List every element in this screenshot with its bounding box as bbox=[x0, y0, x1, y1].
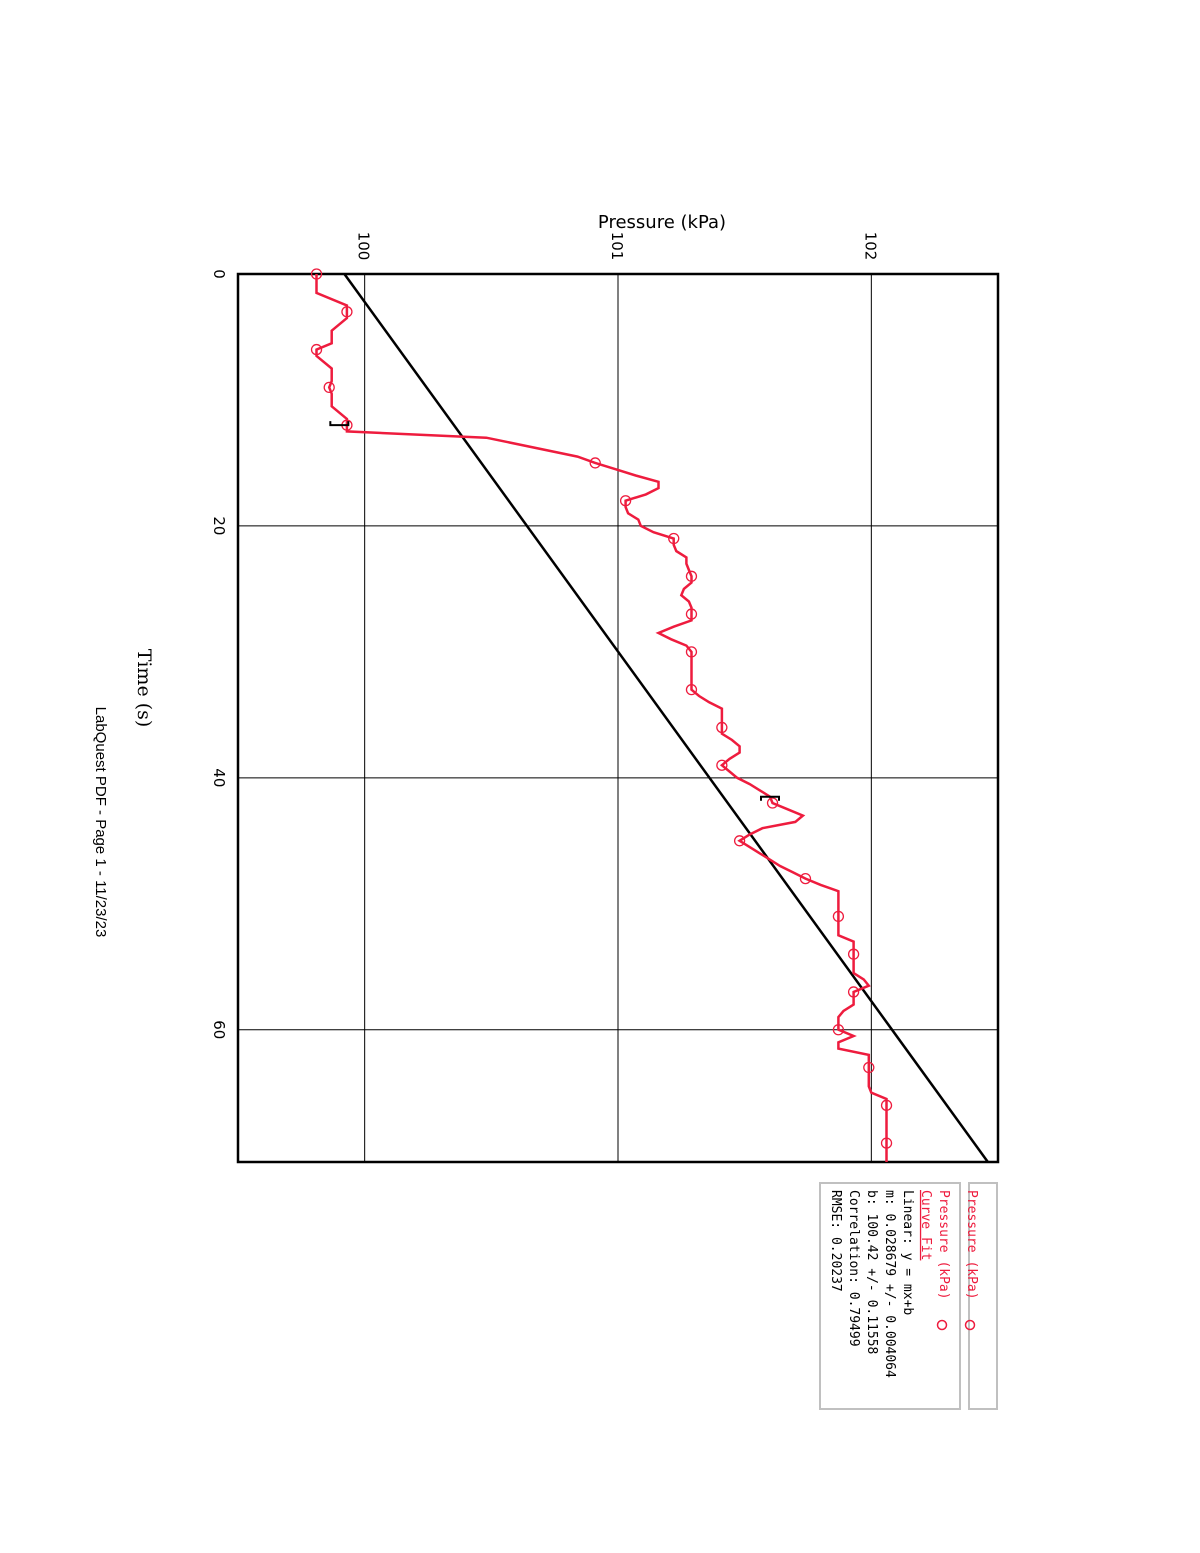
data-point-marker bbox=[733, 835, 746, 847]
data-point-marker bbox=[847, 948, 860, 960]
x-tick-label: 20 bbox=[210, 516, 228, 535]
legend-fit-box: Pressure (kPa) Curve Fit Linear: y = mx+… bbox=[819, 1182, 961, 1410]
fit-range-bracket bbox=[329, 421, 350, 427]
y-tick-label: 102 bbox=[861, 232, 879, 261]
data-point-marker bbox=[799, 872, 812, 885]
y-axis-title: Pressure (kPa) bbox=[598, 212, 726, 233]
data-point-marker bbox=[863, 1061, 875, 1074]
data-point-marker bbox=[323, 381, 335, 394]
data-point-marker bbox=[589, 457, 601, 469]
page-footer: LabQuest PDF - Page 1 - 11/23/23 bbox=[92, 707, 109, 938]
data-point-marker bbox=[685, 570, 698, 582]
data-point-marker bbox=[716, 759, 728, 771]
x-axis-title: Time (s) bbox=[133, 649, 155, 728]
data-point-marker bbox=[766, 797, 779, 809]
data-point-marker bbox=[310, 268, 323, 280]
legend-fit-line: Linear: y = mx+b bbox=[900, 1190, 915, 1315]
data-point-marker bbox=[880, 1099, 893, 1111]
data-point-marker bbox=[716, 721, 728, 734]
data-point-marker bbox=[880, 1137, 893, 1149]
data-point-marker bbox=[685, 646, 698, 658]
legend-fit-line: b: 100.42 +/- 0.11558 bbox=[864, 1190, 879, 1354]
legend-fit-title: Curve Fit bbox=[918, 1190, 933, 1260]
legend-fit-circle-icon bbox=[936, 1319, 948, 1331]
data-point-marker bbox=[619, 495, 632, 507]
legend-fit-line: Correlation: 0.79499 bbox=[846, 1190, 861, 1347]
data-point-marker bbox=[685, 608, 698, 620]
x-tick-labels: 0 20 40 60 bbox=[210, 269, 228, 1039]
fit-range-bracket bbox=[760, 795, 780, 801]
y-tick-label: 100 bbox=[355, 232, 373, 261]
y-tick-label: 101 bbox=[608, 232, 626, 261]
bracket-layer bbox=[329, 421, 780, 801]
data-point-marker bbox=[668, 532, 680, 545]
data-point-marker bbox=[832, 1024, 845, 1036]
legend-fit-series-label: Pressure (kPa) bbox=[936, 1190, 951, 1300]
marker-layer bbox=[310, 268, 893, 1149]
data-point-marker bbox=[832, 910, 845, 923]
y-tick-labels: 100 101 102 bbox=[355, 232, 880, 261]
data-point-marker bbox=[685, 684, 698, 696]
x-tick-label: 60 bbox=[210, 1020, 228, 1039]
legend-circle-icon bbox=[964, 1319, 976, 1331]
data-point-marker bbox=[310, 343, 323, 356]
fit-layer bbox=[343, 273, 989, 1163]
gridlines bbox=[238, 274, 998, 1162]
legend-series-label: Pressure (kPa) bbox=[964, 1190, 979, 1300]
legend-fit-line: RMSE: 0.20237 bbox=[828, 1190, 843, 1292]
x-tick-label: 0 bbox=[210, 269, 228, 279]
data-point-marker bbox=[847, 986, 860, 998]
series-layer bbox=[315, 274, 888, 1162]
pressure-series-line bbox=[315, 274, 888, 1162]
fit-line bbox=[343, 273, 989, 1163]
legend-series-box: Pressure (kPa) bbox=[964, 1182, 998, 1410]
x-tick-label: 40 bbox=[210, 768, 228, 787]
data-point-marker bbox=[341, 306, 353, 318]
legend-fit-line: m: 0.028679 +/- 0.004064 bbox=[882, 1190, 897, 1378]
